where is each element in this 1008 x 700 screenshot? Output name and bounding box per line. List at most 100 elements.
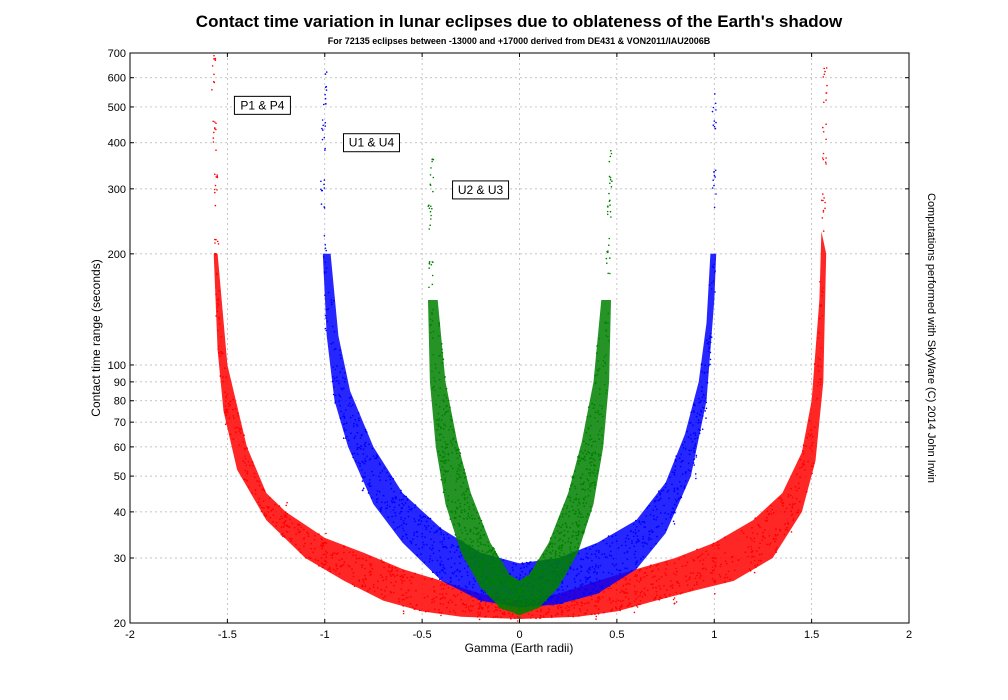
data-point bbox=[625, 591, 627, 594]
data-point bbox=[258, 497, 261, 500]
data-point bbox=[767, 513, 770, 516]
data-point bbox=[407, 515, 410, 518]
data-point bbox=[441, 414, 444, 417]
data-point bbox=[321, 566, 324, 569]
data-point bbox=[598, 367, 601, 370]
data-point bbox=[510, 598, 513, 600]
data-point bbox=[588, 452, 591, 454]
data-point bbox=[476, 615, 479, 618]
data-point bbox=[213, 188, 216, 191]
data-point bbox=[424, 524, 426, 527]
data-point bbox=[432, 308, 434, 311]
grid bbox=[130, 53, 909, 623]
data-point bbox=[479, 569, 482, 572]
data-point bbox=[583, 593, 586, 596]
data-point bbox=[456, 569, 458, 572]
data-point bbox=[458, 469, 461, 471]
data-point bbox=[594, 543, 597, 546]
data-point bbox=[825, 99, 827, 101]
data-point bbox=[549, 543, 552, 546]
data-point bbox=[779, 530, 782, 532]
data-point bbox=[217, 300, 220, 302]
data-point bbox=[266, 505, 269, 508]
data-point bbox=[496, 606, 498, 609]
data-point bbox=[368, 571, 371, 573]
data-point bbox=[427, 524, 430, 527]
data-point bbox=[640, 558, 642, 560]
data-point bbox=[531, 571, 534, 574]
data-point bbox=[501, 562, 504, 565]
data-point bbox=[608, 175, 611, 178]
data-point bbox=[439, 469, 442, 471]
data-point bbox=[351, 568, 353, 571]
data-point bbox=[474, 558, 476, 560]
data-point bbox=[799, 467, 801, 469]
data-point bbox=[391, 566, 394, 569]
data-point bbox=[267, 507, 270, 510]
data-point bbox=[358, 557, 361, 560]
data-point bbox=[430, 538, 432, 541]
data-point bbox=[505, 609, 508, 611]
data-point bbox=[478, 598, 481, 601]
data-point bbox=[576, 601, 578, 604]
data-point bbox=[545, 613, 548, 615]
data-point bbox=[476, 511, 478, 514]
data-point bbox=[731, 560, 734, 563]
data-point bbox=[675, 601, 678, 603]
data-point bbox=[484, 544, 487, 546]
data-point bbox=[456, 452, 458, 455]
data-point bbox=[359, 437, 362, 439]
data-point bbox=[609, 204, 611, 206]
data-point bbox=[476, 527, 479, 529]
data-point bbox=[558, 518, 560, 520]
data-point bbox=[590, 613, 593, 616]
data-point bbox=[595, 605, 598, 607]
data-point bbox=[432, 330, 435, 333]
data-point bbox=[363, 579, 365, 582]
data-point bbox=[226, 393, 229, 396]
data-point bbox=[347, 564, 350, 567]
data-point bbox=[438, 433, 441, 436]
data-point bbox=[585, 556, 588, 559]
data-point bbox=[384, 595, 387, 598]
data-point bbox=[561, 582, 564, 584]
data-point bbox=[674, 469, 676, 472]
data-point bbox=[436, 574, 439, 576]
data-point bbox=[523, 603, 525, 606]
data-point bbox=[341, 558, 344, 560]
data-point bbox=[454, 488, 457, 491]
data-point bbox=[463, 546, 466, 548]
data-point bbox=[442, 566, 445, 569]
data-point bbox=[262, 488, 265, 491]
x-tick-label: 1.5 bbox=[804, 629, 819, 641]
data-point bbox=[353, 452, 356, 455]
data-point bbox=[693, 458, 695, 461]
data-point bbox=[695, 477, 697, 480]
data-point bbox=[478, 614, 480, 616]
data-point bbox=[554, 553, 557, 556]
data-point bbox=[492, 580, 495, 583]
data-point bbox=[622, 590, 625, 593]
data-point bbox=[587, 406, 590, 409]
data-point bbox=[426, 595, 429, 598]
data-point bbox=[802, 444, 805, 447]
data-point bbox=[380, 559, 383, 562]
data-point bbox=[605, 330, 608, 332]
data-point bbox=[501, 607, 504, 610]
data-point bbox=[698, 432, 701, 435]
data-point bbox=[332, 393, 335, 396]
data-point bbox=[352, 575, 355, 578]
data-point bbox=[552, 577, 555, 579]
data-point bbox=[521, 570, 523, 573]
data-point bbox=[604, 361, 606, 364]
data-point bbox=[598, 551, 600, 554]
data-point bbox=[369, 565, 372, 567]
data-point bbox=[822, 199, 824, 202]
data-point bbox=[715, 193, 717, 195]
data-point bbox=[820, 347, 822, 349]
data-point bbox=[361, 557, 364, 560]
data-point bbox=[597, 469, 599, 472]
data-point bbox=[265, 514, 268, 516]
data-point bbox=[452, 545, 455, 547]
data-point bbox=[458, 476, 461, 479]
